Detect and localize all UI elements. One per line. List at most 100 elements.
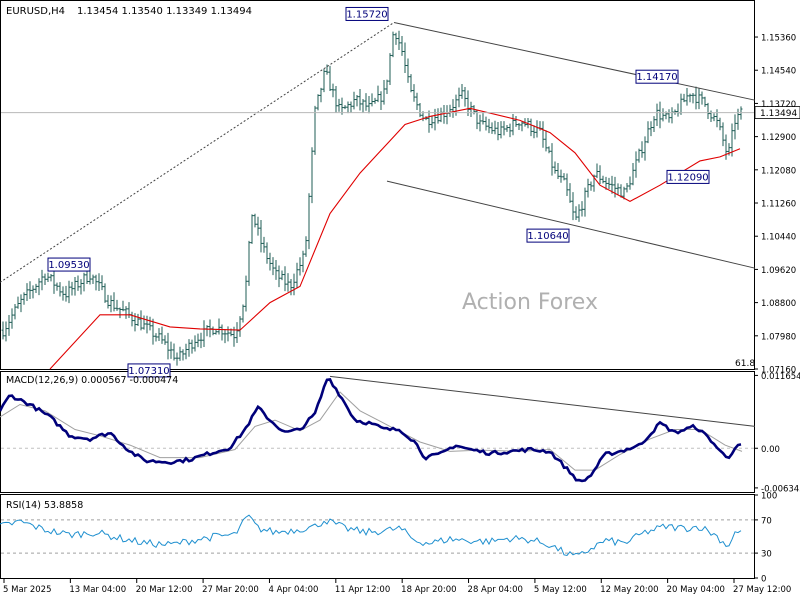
price-bar xyxy=(595,163,599,179)
rsi-y-tick-label: 70 xyxy=(761,516,772,526)
price-bar xyxy=(190,339,194,354)
price-bar xyxy=(94,274,98,291)
price-bar xyxy=(568,183,572,203)
price-bar xyxy=(682,93,686,103)
price-bar xyxy=(457,87,461,108)
price-bar xyxy=(172,343,176,361)
annotation-box xyxy=(635,69,679,84)
price-y-tick-label: 1.12900 xyxy=(761,133,796,143)
price-bar xyxy=(322,68,326,93)
price-bar xyxy=(166,332,170,360)
price-bar xyxy=(271,257,275,276)
price-bar xyxy=(259,220,263,253)
price-bar xyxy=(478,114,482,132)
price-bar xyxy=(556,163,560,180)
price-bar xyxy=(88,269,92,285)
price-bar xyxy=(160,326,164,344)
price-bar xyxy=(406,58,410,83)
price-bar xyxy=(67,280,71,304)
price-bar xyxy=(646,121,650,144)
price-bar xyxy=(379,91,383,111)
price-y-tick-label: 1.07160 xyxy=(761,366,796,376)
price-bar xyxy=(418,103,422,118)
annotation-box xyxy=(666,169,710,184)
price-panel-frame xyxy=(0,0,755,370)
price-bar xyxy=(79,279,83,295)
price-bar xyxy=(40,269,44,291)
price-bar xyxy=(142,315,146,330)
price-bar xyxy=(544,130,548,152)
price-bar xyxy=(121,300,125,312)
ohlc-values: 1.13454 1.13540 1.13349 1.13494 xyxy=(77,6,252,17)
price-bar xyxy=(574,206,578,221)
price-bar xyxy=(616,183,620,195)
price-bar xyxy=(10,308,14,329)
price-y-tick-label: 1.15360 xyxy=(761,34,796,44)
price-bar xyxy=(283,266,287,292)
time-axis-label: 5 May 12:00 xyxy=(534,585,587,595)
price-bar xyxy=(721,122,725,147)
price-bar xyxy=(394,32,398,45)
price-bar xyxy=(139,310,143,331)
price-bar xyxy=(640,141,644,158)
price-bar xyxy=(82,272,86,292)
price-panel: 1.15720 1.14170 1.12090 1.10640 1.09530 1.073… xyxy=(0,6,800,378)
price-bar xyxy=(655,103,659,127)
rsi-line xyxy=(0,514,742,557)
current-price-box xyxy=(754,106,800,119)
price-bar xyxy=(97,273,101,292)
price-bar xyxy=(496,122,500,141)
price-bar xyxy=(634,151,638,178)
price-bar xyxy=(55,282,59,291)
price-bar xyxy=(235,322,239,343)
current-price-marker: 1.13494 xyxy=(754,106,800,119)
price-bar xyxy=(115,299,119,311)
price-bar xyxy=(487,118,491,134)
price-bar xyxy=(106,294,110,309)
price-bar xyxy=(409,74,413,93)
price-bar xyxy=(154,333,158,342)
macd-y-tick-label: 0.011654 xyxy=(761,372,800,382)
annotation-box xyxy=(345,6,389,21)
price-bar xyxy=(607,177,611,190)
price-bar xyxy=(511,114,515,136)
panel-frames xyxy=(0,0,755,579)
price-bar xyxy=(103,283,107,303)
price-bar xyxy=(58,282,62,297)
price-y-axis: 1.15360 1.14540 1.13720 1.12900 1.12080 1.112… xyxy=(754,34,796,376)
price-bar xyxy=(703,96,707,107)
price-bar xyxy=(277,265,281,288)
price-bar xyxy=(598,165,602,184)
price-y-tick-label: 1.14540 xyxy=(761,67,796,77)
price-bar xyxy=(445,105,449,125)
price-bar xyxy=(334,86,338,113)
price-bar xyxy=(565,173,569,197)
price-bar xyxy=(430,115,434,129)
price-bar xyxy=(604,176,608,190)
price-bar xyxy=(589,181,593,191)
price-bar xyxy=(547,146,551,154)
annotation-box xyxy=(127,363,171,378)
time-axis-label: 27 Mar 20:00 xyxy=(202,585,259,595)
price-bar xyxy=(427,110,431,133)
price-bar xyxy=(652,116,656,132)
rsi-panel: RSI(14) 53.8858 100 70 30 0 xyxy=(0,492,777,585)
current-price-label: 1.13494 xyxy=(760,109,797,119)
price-bar xyxy=(520,121,524,132)
price-bar xyxy=(148,316,152,331)
trendline xyxy=(386,180,756,269)
price-bar xyxy=(73,277,77,296)
price-bar xyxy=(499,121,503,139)
price-bar xyxy=(382,80,386,105)
price-bar xyxy=(70,281,74,296)
time-axis-label: 13 Mar 04:00 xyxy=(69,585,126,595)
price-bar xyxy=(601,175,605,184)
rsi-title: RSI(14) 53.8858 xyxy=(6,500,83,511)
price-bar xyxy=(274,259,278,280)
price-bar xyxy=(187,339,191,357)
price-bar xyxy=(697,88,701,110)
rsi-panel-frame xyxy=(0,494,755,579)
price-y-tick-label: 1.08800 xyxy=(761,299,796,309)
price-bar xyxy=(304,236,308,257)
